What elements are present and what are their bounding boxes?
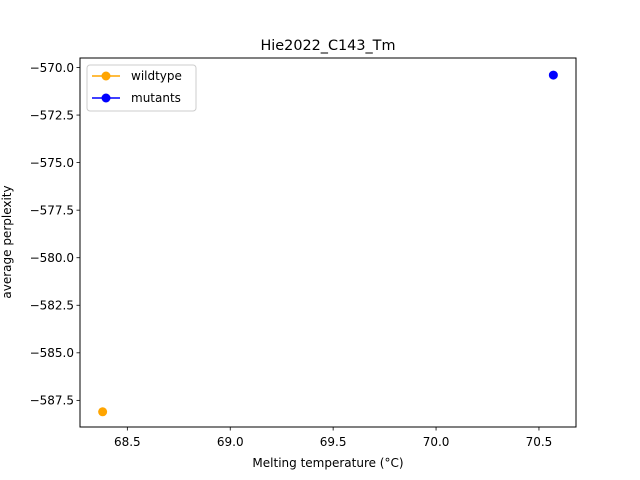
y-tick-label: −585.0 <box>30 346 74 360</box>
x-axis-ticks: 68.5 69.0 69.5 70.0 70.5 <box>114 427 552 449</box>
data-points <box>98 70 558 417</box>
y-tick-label: −575.0 <box>30 156 74 170</box>
y-tick-label: −587.5 <box>30 394 74 408</box>
y-tick-label: −582.5 <box>30 299 74 313</box>
x-tick-label: 68.5 <box>114 435 141 449</box>
x-tick-label: 69.5 <box>320 435 347 449</box>
plot-frame <box>79 57 577 428</box>
y-tick-label: −572.5 <box>30 108 74 122</box>
data-point-mutants <box>548 70 558 80</box>
legend-marker-mutants <box>101 93 111 103</box>
legend-label-wildtype: wildtype <box>131 69 182 83</box>
plot-area <box>80 58 576 427</box>
y-tick-label: −570.0 <box>30 61 74 75</box>
data-point-wildtype <box>98 407 108 417</box>
legend: wildtype mutants <box>86 64 197 112</box>
y-tick-label: −580.0 <box>30 251 74 265</box>
x-axis-label: Melting temperature (°C) <box>252 456 403 470</box>
y-axis-label: average perplexity <box>0 185 14 298</box>
x-tick-label: 69.0 <box>217 435 244 449</box>
y-axis-ticks: −570.0 −572.5 −575.0 −577.5 −580.0 −582.5 −585… <box>30 61 80 408</box>
y-tick-label: −577.5 <box>30 203 74 217</box>
legend-label-mutants: mutants <box>131 91 181 105</box>
x-tick-label: 70.5 <box>526 435 553 449</box>
chart-title: Hie2022_C143_Tm <box>260 38 395 54</box>
legend-marker-wildtype <box>101 71 111 81</box>
x-tick-label: 70.0 <box>423 435 450 449</box>
